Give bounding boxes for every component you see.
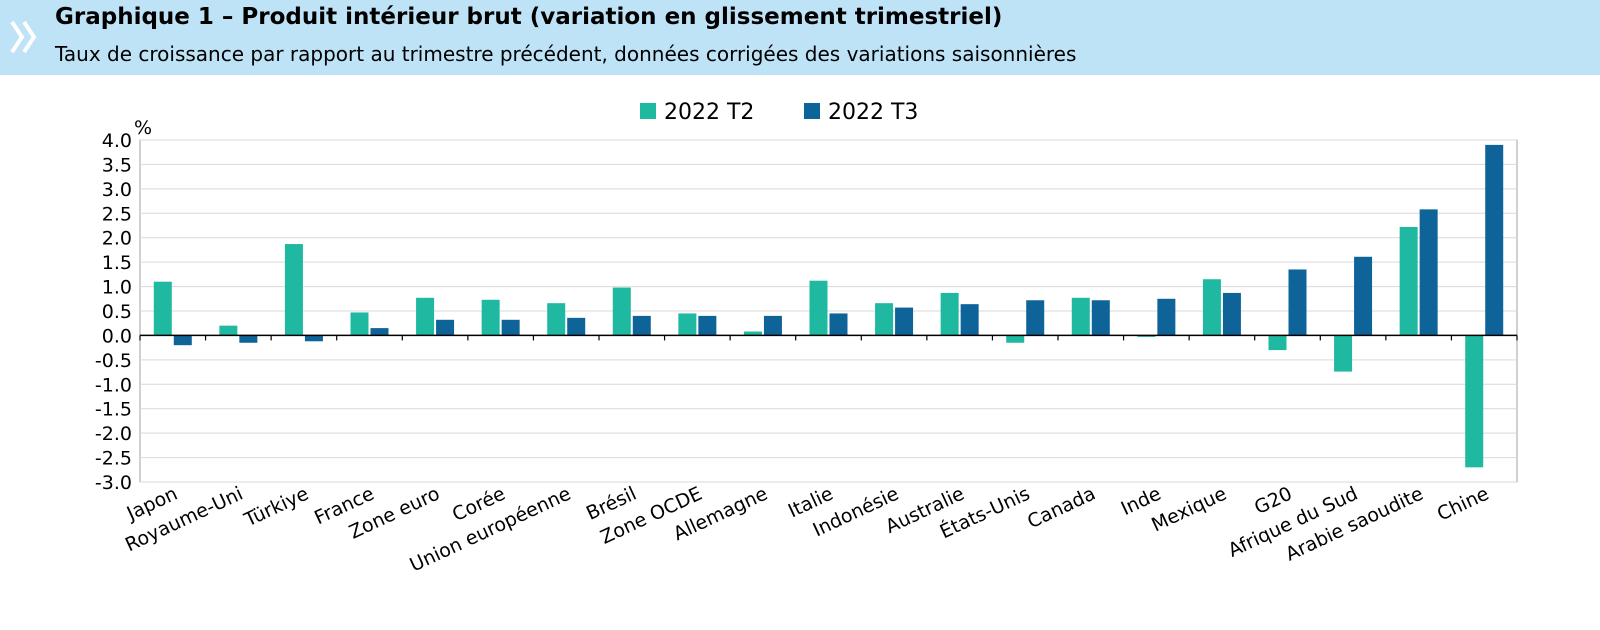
bar-t2 [1268, 335, 1287, 351]
bar-t3 [632, 315, 651, 336]
bar-t3 [239, 335, 258, 343]
bar-t3 [1091, 300, 1110, 336]
y-tick-label: -0.5 [95, 350, 132, 372]
bar-t3 [829, 313, 848, 336]
bar-t2 [284, 244, 303, 336]
y-axis: 4.03.53.02.52.01.51.00.50.0-0.5-1.0-1.5-… [95, 117, 152, 494]
bar-t3 [1157, 298, 1176, 336]
legend-label: 2022 T2 [664, 100, 754, 125]
x-tick-label: Canada [1024, 483, 1099, 533]
y-tick-label: -3.0 [95, 472, 132, 494]
bars [153, 144, 1504, 468]
y-tick-label: 3.5 [102, 154, 132, 176]
bar-t2 [481, 299, 500, 336]
bar-t2 [940, 292, 959, 336]
bar-t2 [678, 313, 697, 336]
y-tick-label: -1.5 [95, 399, 132, 421]
bar-t3 [436, 319, 455, 336]
y-tick-label: 1.5 [102, 252, 132, 274]
bar-t2 [1399, 226, 1418, 336]
gridlines [139, 139, 1518, 483]
bar-t2 [1071, 297, 1090, 336]
legend: 2022 T2 2022 T3 [640, 100, 918, 125]
bar-t3 [370, 328, 389, 336]
bar-t3 [567, 317, 586, 336]
bar-t2 [1202, 279, 1221, 336]
legend-swatch [804, 103, 820, 119]
y-tick-label: -2.0 [95, 423, 132, 445]
legend-label: 2022 T3 [828, 100, 918, 125]
bar-t3 [698, 315, 717, 336]
bar-t2 [416, 297, 435, 336]
chart-subtitle: Taux de croissance par rapport au trimes… [55, 42, 1077, 66]
bar-t3 [1485, 144, 1504, 336]
bar-t3 [895, 307, 914, 336]
y-tick-label: 3.0 [102, 179, 132, 201]
bar-t3 [1419, 209, 1438, 336]
bar-t2 [219, 325, 238, 336]
bar-t2 [1465, 335, 1484, 468]
chart-header: Graphique 1 – Produit intérieur brut (va… [0, 0, 1600, 75]
bar-t3 [1026, 300, 1045, 336]
y-tick-label: 0.0 [102, 325, 132, 347]
x-tick-label: Chine [1434, 483, 1493, 526]
bar-t2 [612, 287, 631, 336]
bar-t2 [875, 303, 894, 336]
x-tick-label: Mexique [1148, 483, 1230, 537]
bar-t3 [173, 335, 192, 346]
bar-t2 [1334, 335, 1353, 372]
y-tick-label: 4.0 [102, 130, 132, 152]
bar-t2 [743, 331, 762, 336]
bar-t3 [1222, 292, 1241, 336]
chart-title: Graphique 1 – Produit intérieur brut (va… [55, 4, 1003, 30]
y-tick-label: -2.5 [95, 448, 132, 470]
bar-t3 [1354, 256, 1373, 336]
y-axis-label: % [134, 117, 152, 139]
bar-chart: 2022 T2 2022 T3 4.03.5 3.02.5 2.01.5 1.00.50… [95, 100, 1518, 576]
x-tick-label: Türkiye [240, 483, 312, 532]
bar-t3 [304, 335, 323, 342]
legend-swatch [640, 103, 656, 119]
y-tick-label: 2.5 [102, 203, 132, 225]
bar-t3 [763, 315, 782, 336]
bar-t3 [1288, 269, 1307, 336]
bar-t2 [1006, 335, 1025, 343]
bar-t2 [809, 280, 828, 336]
y-tick-label: 0.5 [102, 301, 132, 323]
bar-t3 [501, 319, 520, 336]
bar-t2 [350, 312, 369, 336]
bar-t2 [153, 281, 172, 336]
bar-t2 [547, 303, 566, 336]
y-tick-label: 2.0 [102, 228, 132, 250]
double-chevron-icon [10, 20, 37, 54]
y-tick-label: -1.0 [95, 374, 132, 396]
bar-t3 [960, 304, 979, 336]
y-tick-label: 1.0 [102, 277, 132, 299]
